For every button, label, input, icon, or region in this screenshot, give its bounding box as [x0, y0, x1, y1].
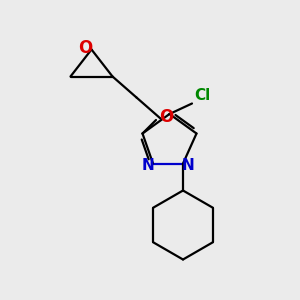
Text: N: N	[182, 158, 195, 173]
Text: O: O	[159, 108, 173, 126]
Text: Cl: Cl	[194, 88, 211, 104]
Text: N: N	[141, 158, 154, 173]
Text: O: O	[78, 39, 92, 57]
